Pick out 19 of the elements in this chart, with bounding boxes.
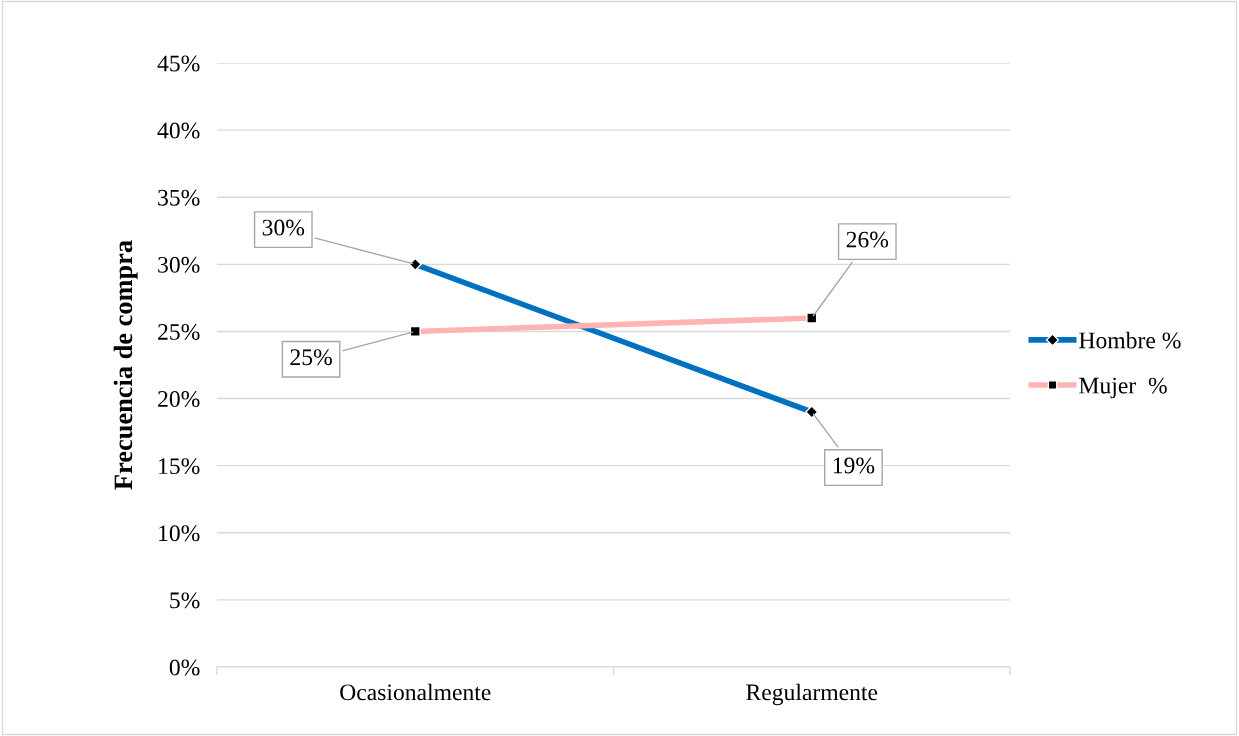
x-tick-label: Regularmente [746, 683, 878, 706]
data-label: 30% [262, 219, 305, 236]
y-tick-label: 25% [158, 323, 200, 340]
y-tick-label: 5% [170, 592, 200, 609]
legend-label: Mujer % [1079, 377, 1167, 399]
y-tick-label: 10% [159, 525, 200, 542]
y-tick-label: 0% [169, 659, 200, 676]
data-label: 26% [846, 231, 889, 248]
y-tick-label: 20% [158, 391, 200, 408]
data-label: 25% [290, 349, 332, 366]
data-label: 19% [833, 457, 875, 474]
y-tick-label: 45% [157, 55, 200, 72]
x-tick-label: Ocasionalmente [340, 683, 491, 701]
legend-label: Hombre % [1079, 331, 1181, 349]
y-tick-label: 15% [159, 458, 200, 475]
y-axis-title: Frecuencia de compra [113, 240, 138, 490]
y-tick-label: 30% [158, 256, 200, 273]
y-tick-label: 40% [157, 122, 200, 139]
y-tick-label: 35% [158, 189, 200, 206]
